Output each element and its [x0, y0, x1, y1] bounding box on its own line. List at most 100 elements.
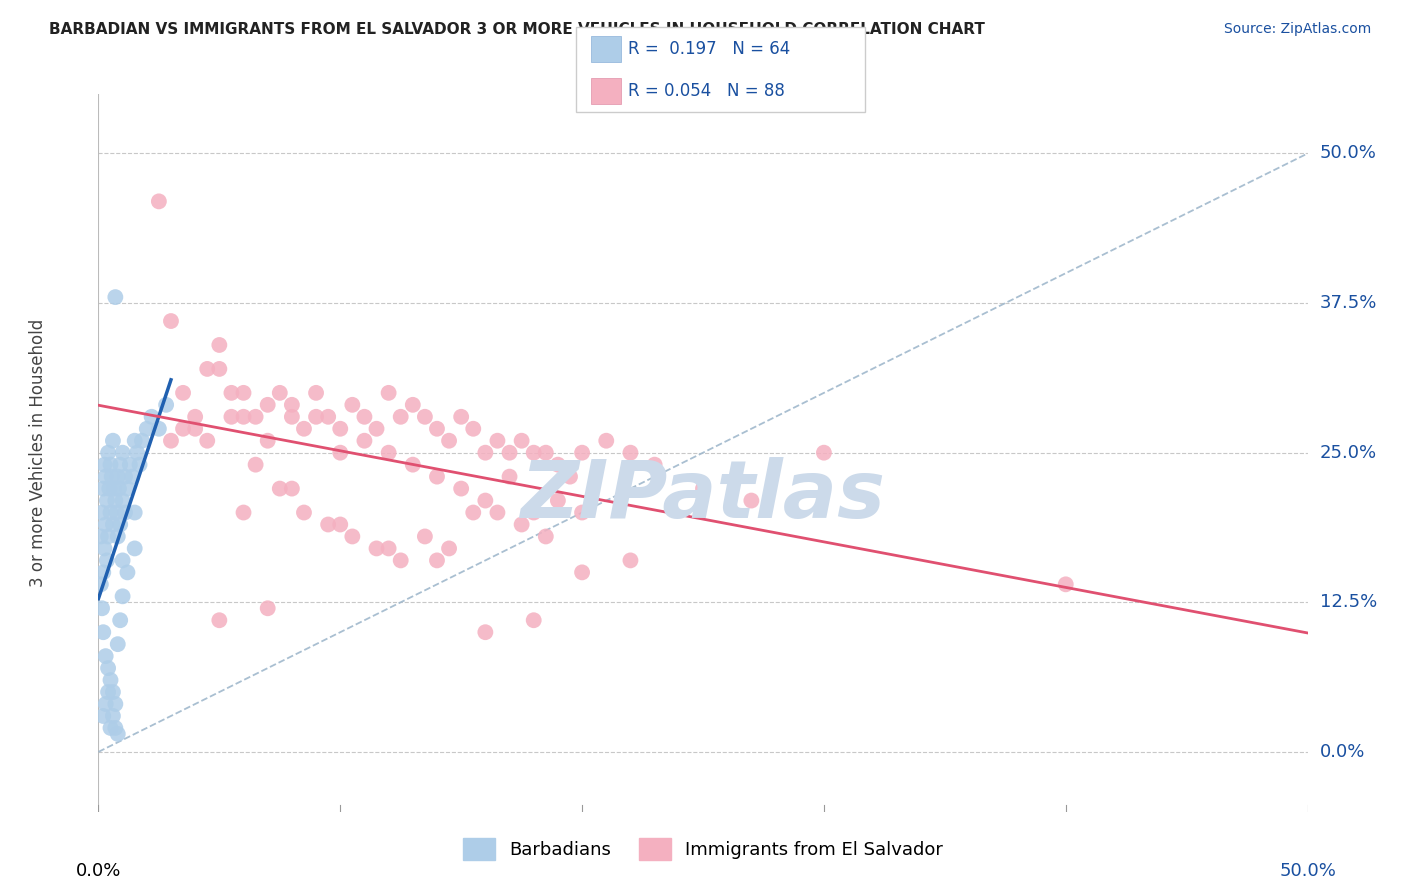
Point: [692, 482, 714, 496]
Point: [105, 506, 128, 520]
Point: [97, 661, 120, 675]
Point: [93, 541, 115, 556]
Point: [104, 721, 127, 735]
Point: [353, 434, 375, 448]
Point: [93, 458, 115, 472]
Text: 12.5%: 12.5%: [1320, 593, 1376, 611]
Point: [558, 469, 581, 483]
Point: [269, 385, 291, 400]
Point: [463, 506, 485, 520]
Point: [644, 458, 666, 472]
Point: [498, 445, 520, 460]
Point: [208, 338, 231, 352]
Point: [426, 553, 449, 567]
Point: [111, 445, 134, 460]
Point: [245, 409, 267, 424]
Point: [96, 493, 118, 508]
Point: [256, 434, 278, 448]
Point: [108, 517, 131, 532]
Point: [100, 469, 122, 483]
Point: [571, 445, 593, 460]
Point: [107, 727, 129, 741]
Point: [221, 385, 243, 400]
Point: [474, 493, 496, 508]
Point: [128, 458, 150, 472]
Point: [316, 517, 339, 532]
Point: [104, 697, 127, 711]
Point: [148, 194, 170, 209]
Point: [450, 409, 472, 424]
Point: [510, 517, 533, 532]
Point: [100, 506, 122, 520]
Point: [1054, 577, 1077, 591]
Point: [172, 385, 194, 400]
Point: [208, 613, 231, 627]
Text: 37.5%: 37.5%: [1320, 294, 1376, 312]
Point: [474, 625, 496, 640]
Point: [413, 409, 436, 424]
Point: [402, 458, 425, 472]
Point: [740, 493, 762, 508]
Point: [184, 409, 207, 424]
Point: [124, 434, 146, 448]
Point: [450, 482, 472, 496]
Point: [160, 434, 183, 448]
Point: [437, 434, 460, 448]
Point: [117, 482, 139, 496]
Point: [256, 601, 278, 615]
Point: [101, 517, 124, 532]
Point: [91, 625, 114, 640]
Point: [124, 541, 146, 556]
Point: [389, 553, 412, 567]
Point: [329, 445, 352, 460]
Point: [498, 469, 520, 483]
Text: Source: ZipAtlas.com: Source: ZipAtlas.com: [1223, 22, 1371, 37]
Point: [118, 458, 141, 472]
Point: [94, 697, 117, 711]
Text: 25.0%: 25.0%: [1320, 443, 1376, 462]
Point: [208, 362, 231, 376]
Point: [377, 385, 399, 400]
Point: [437, 541, 460, 556]
Point: [269, 482, 291, 496]
Point: [402, 398, 425, 412]
Point: [221, 409, 243, 424]
Point: [111, 590, 134, 604]
Point: [124, 506, 146, 520]
Point: [523, 613, 546, 627]
Point: [426, 422, 449, 436]
Point: [94, 517, 117, 532]
Point: [108, 613, 131, 627]
Point: [232, 409, 254, 424]
Point: [104, 290, 127, 304]
Point: [107, 637, 129, 651]
Point: [571, 506, 593, 520]
Point: [98, 482, 121, 496]
Point: [316, 409, 339, 424]
Point: [97, 529, 120, 543]
Point: [100, 673, 122, 687]
Text: 50.0%: 50.0%: [1320, 145, 1376, 162]
Point: [366, 541, 388, 556]
Point: [486, 506, 509, 520]
Point: [121, 469, 143, 483]
Point: [104, 493, 127, 508]
Point: [108, 482, 131, 496]
Text: BARBADIAN VS IMMIGRANTS FROM EL SALVADOR 3 OR MORE VEHICLES IN HOUSEHOLD CORRELA: BARBADIAN VS IMMIGRANTS FROM EL SALVADOR…: [49, 22, 986, 37]
Point: [148, 422, 170, 436]
Point: [91, 601, 114, 615]
Point: [114, 469, 136, 483]
Point: [184, 422, 207, 436]
Point: [160, 314, 183, 328]
Point: [463, 422, 485, 436]
Point: [195, 434, 218, 448]
Point: [281, 409, 304, 424]
Text: 3 or more Vehicles in Household: 3 or more Vehicles in Household: [30, 318, 46, 587]
Point: [547, 493, 569, 508]
Point: [619, 553, 641, 567]
Point: [547, 458, 569, 472]
Point: [813, 445, 835, 460]
Point: [232, 385, 254, 400]
Text: 0.0%: 0.0%: [76, 862, 121, 880]
Point: [117, 566, 139, 580]
